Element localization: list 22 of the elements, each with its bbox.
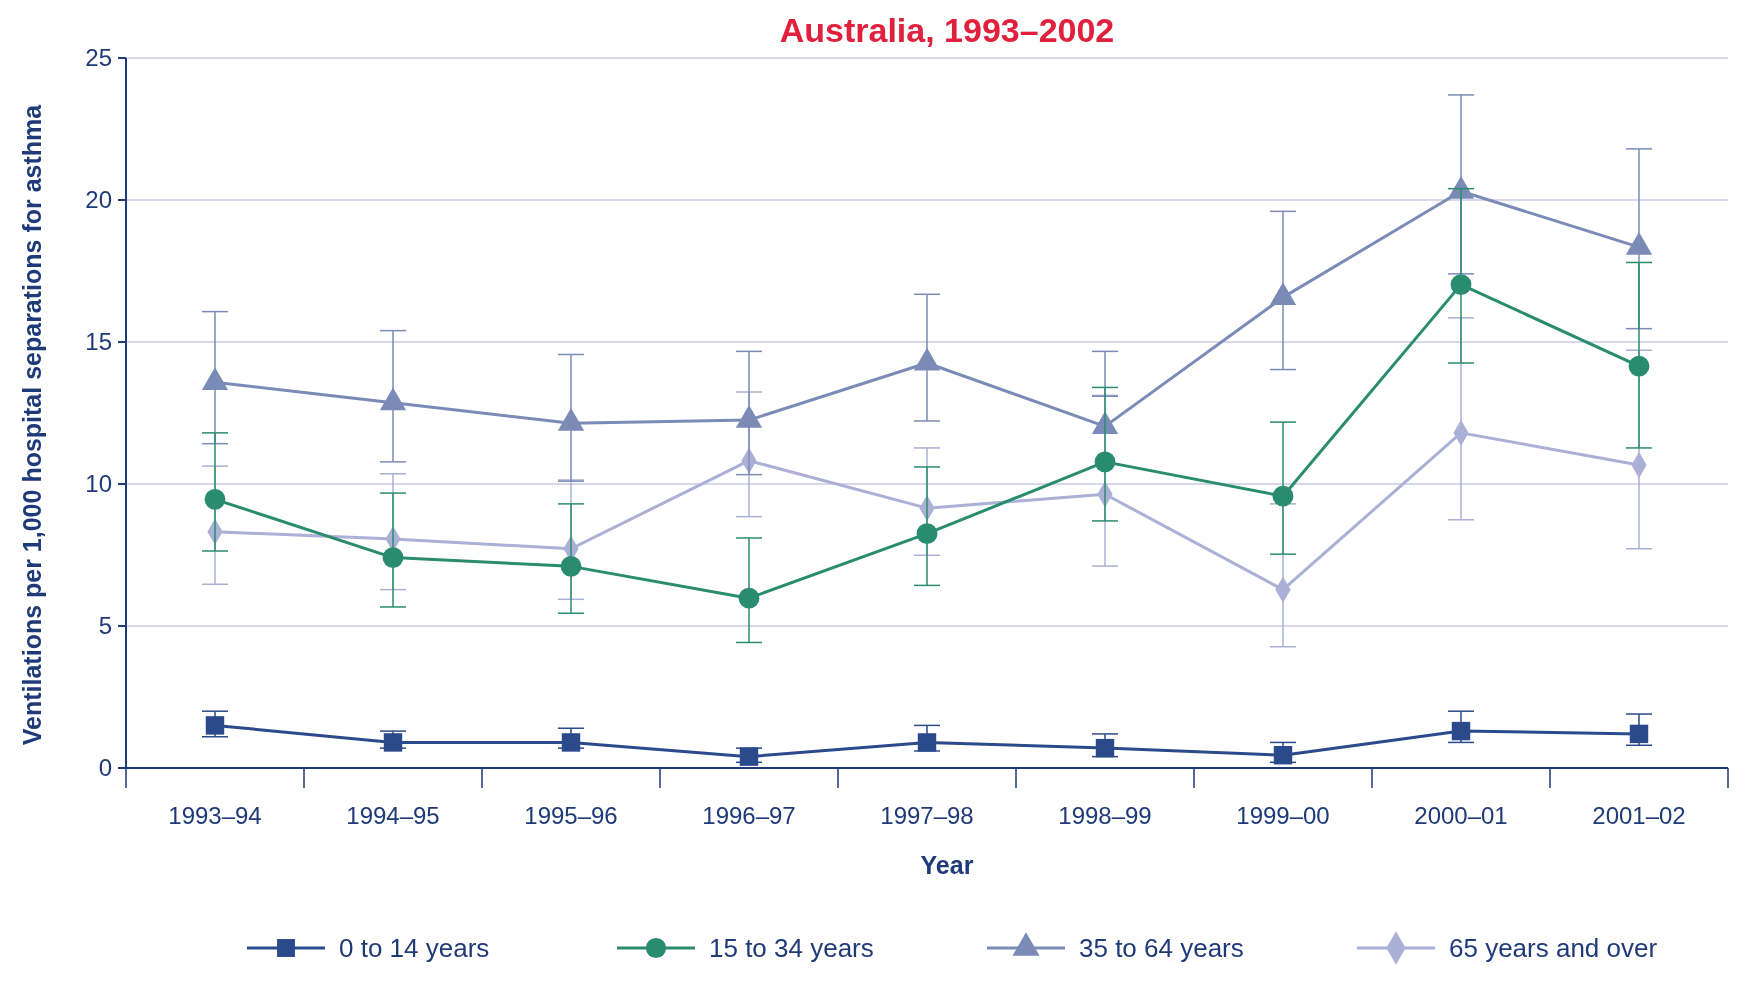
x-tick-label: 1998–99 bbox=[1058, 802, 1152, 829]
y-tick-label: 10 bbox=[85, 470, 112, 498]
x-tick-label: 2001–02 bbox=[1592, 802, 1686, 829]
x-tick-label: 1993–94 bbox=[168, 802, 262, 829]
y-tick-label: 15 bbox=[85, 328, 112, 356]
legend-label: 0 to 14 years bbox=[339, 933, 490, 964]
x-tick-label: 1997–98 bbox=[880, 802, 974, 829]
legend-label: 65 years and over bbox=[1449, 933, 1658, 964]
y-tick-label: 25 bbox=[85, 44, 112, 72]
x-tick-label: 1999–00 bbox=[1236, 802, 1330, 829]
legend-label: 35 to 64 years bbox=[1079, 933, 1244, 964]
y-axis-title: Ventilations per 1,000 hospital separations for asthma bbox=[18, 103, 46, 746]
x-tick-label: 1996–97 bbox=[702, 802, 796, 829]
x-tick-label: 2000–01 bbox=[1414, 802, 1508, 829]
y-tick-label: 20 bbox=[85, 186, 112, 214]
x-tick-label: 1995–96 bbox=[524, 802, 618, 829]
legend-label: 15 to 34 years bbox=[709, 933, 874, 964]
y-tick-label: 0 bbox=[98, 754, 112, 782]
x-tick-label: 1994–95 bbox=[346, 802, 440, 829]
y-tick-label: 5 bbox=[98, 612, 112, 640]
x-axis-title: Year bbox=[920, 851, 974, 879]
chart-title: Australia, 1993–2002 bbox=[779, 11, 1115, 49]
